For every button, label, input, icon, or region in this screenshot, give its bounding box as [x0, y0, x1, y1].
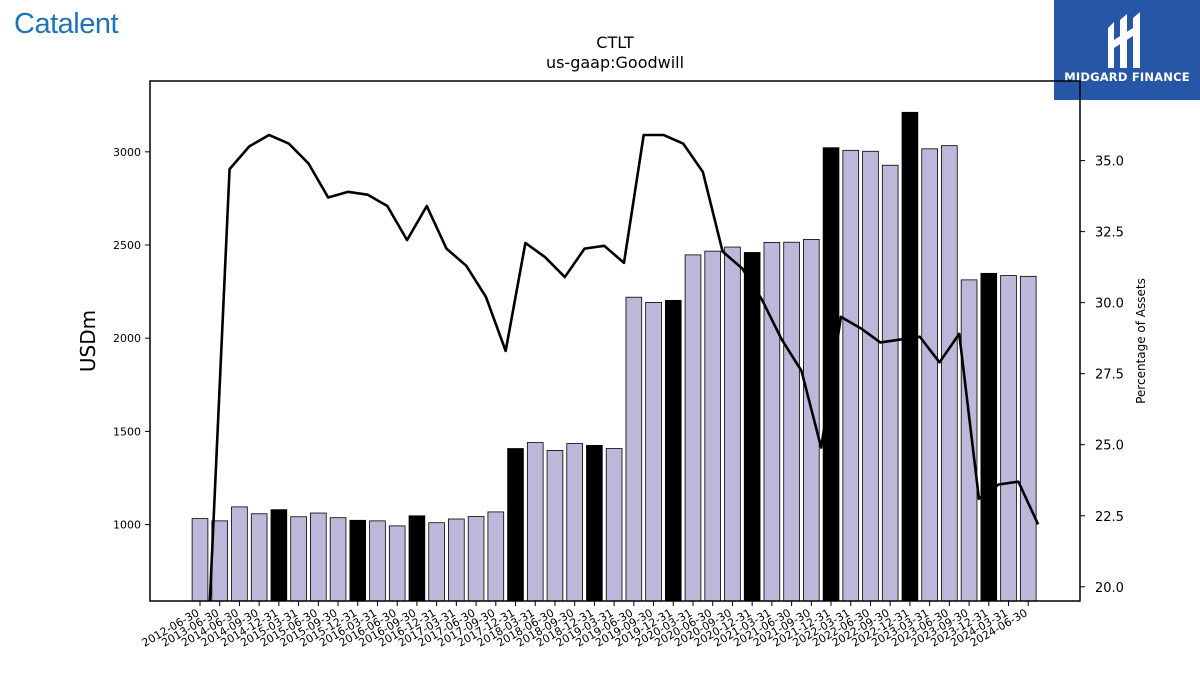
y-tick-label: 2000: [113, 332, 141, 345]
bar-2015-06-30: [310, 512, 327, 602]
bar-2019-09-30: [645, 302, 662, 602]
midgard-finance-text: MIDGARD FINANCE: [1064, 70, 1190, 84]
bar-2023-09-30: [960, 279, 978, 602]
chart-subtitle: us-gaap:Goodwill: [546, 53, 684, 72]
plot-frame: [149, 80, 1081, 602]
bar-2019-06-30: [625, 296, 643, 602]
bar-2014-06-30: [231, 506, 248, 602]
midgard-m-icon: [1108, 12, 1140, 68]
catalent-logo: Catalent.: [14, 8, 121, 41]
bar-2020-06-30: [704, 250, 722, 602]
y-tick-label: 1000: [113, 519, 141, 532]
bar-2020-12-31: [743, 252, 761, 602]
y2-tick-label: 25.0: [1095, 439, 1124, 454]
bar-2020-03-31: [684, 254, 702, 602]
bar-2018-03-31: [526, 442, 544, 602]
percent-of-assets-line: [208, 133, 1040, 602]
y2-tick-label: 22.5: [1095, 510, 1124, 525]
y-tick-label: 1500: [113, 425, 141, 438]
chart-title: CTLT: [596, 33, 634, 52]
bar-2023-12-31: [980, 272, 998, 602]
bar-2022-09-30: [881, 164, 899, 602]
bar-2023-03-31: [921, 148, 938, 602]
y-axis-label: USDm: [76, 310, 100, 372]
bar-2018-09-30: [566, 443, 583, 602]
y-tick-label: 3000: [113, 146, 141, 159]
bar-2021-09-30: [803, 239, 820, 602]
bar-2017-12-31: [507, 448, 524, 602]
y2-tick-label: 30.0: [1095, 297, 1124, 312]
bar-2014-12-31: [270, 509, 288, 602]
bar-2019-12-31: [664, 299, 682, 602]
bar-2016-06-30: [388, 525, 406, 602]
catalent-logo-text: Catalent: [14, 8, 119, 40]
y2-tick-label: 27.5: [1095, 368, 1124, 383]
bar-2024-06-30: [1019, 275, 1037, 602]
bar-2017-09-30: [487, 511, 505, 602]
midgard-finance-logo: MIDGARD FINANCE: [1054, 0, 1200, 100]
bar-2018-06-30: [546, 450, 564, 602]
bar-2022-06-30: [862, 150, 879, 602]
bar-2014-09-30: [250, 513, 268, 602]
y2-tick-label: 20.0: [1095, 581, 1124, 596]
bar-2022-12-31: [901, 111, 919, 602]
bar-2016-09-30: [408, 515, 426, 602]
y2-tick-label: 35.0: [1095, 155, 1124, 170]
bar-2015-03-31: [290, 516, 307, 602]
bar-2015-09-30: [329, 517, 347, 602]
bar-2021-03-31: [763, 242, 781, 602]
bar-2024-03-31: [1000, 275, 1017, 602]
y-tick-label: 2500: [113, 239, 141, 252]
bar-2018-12-31: [586, 444, 603, 602]
y2-tick-label: 32.5: [1095, 226, 1124, 241]
bar-2023-06-30: [941, 145, 958, 602]
bar-2016-12-31: [428, 522, 445, 602]
bar-2020-09-30: [724, 246, 741, 602]
bar-2015-12-31: [349, 519, 367, 602]
bar-2017-03-31: [448, 518, 465, 602]
bar-2016-03-31: [369, 520, 386, 602]
bar-2021-06-30: [783, 241, 800, 602]
y2-axis-label: Percentage of Assets: [1134, 278, 1148, 404]
bar-2019-03-31: [605, 448, 623, 602]
bar-2017-06-30: [467, 516, 485, 602]
bar-2022-03-31: [842, 149, 860, 602]
bar-2012-06-30: [191, 518, 209, 602]
